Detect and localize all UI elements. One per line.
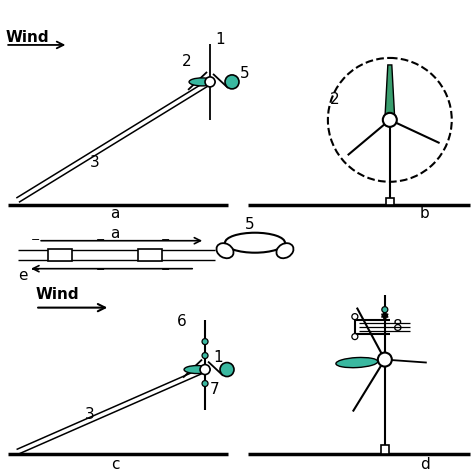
Text: c: c: [111, 457, 119, 472]
Circle shape: [202, 353, 208, 358]
Circle shape: [352, 314, 358, 319]
Text: 6: 6: [177, 314, 187, 329]
Circle shape: [200, 365, 210, 374]
Text: 8: 8: [393, 319, 402, 334]
Text: −: −: [160, 235, 170, 245]
Circle shape: [225, 75, 239, 89]
Text: 1: 1: [213, 350, 223, 365]
Text: 5: 5: [245, 217, 255, 232]
Bar: [138, 249, 162, 261]
Text: −: −: [30, 235, 40, 245]
Ellipse shape: [217, 243, 234, 258]
Bar: [386, 198, 394, 205]
Text: 3: 3: [85, 407, 95, 422]
Bar: [381, 446, 389, 455]
Circle shape: [220, 363, 234, 376]
Circle shape: [382, 307, 388, 313]
Text: e: e: [18, 268, 28, 283]
Circle shape: [205, 77, 215, 87]
Text: Wind: Wind: [35, 287, 79, 302]
Circle shape: [383, 113, 397, 127]
Text: −: −: [95, 264, 105, 274]
Ellipse shape: [336, 357, 378, 368]
Circle shape: [378, 353, 392, 366]
Text: 3: 3: [90, 155, 100, 170]
Text: 2: 2: [330, 92, 339, 108]
Text: 5: 5: [240, 66, 250, 82]
Text: a: a: [110, 206, 120, 221]
Ellipse shape: [225, 233, 285, 253]
Circle shape: [202, 381, 208, 386]
Text: −: −: [30, 264, 40, 274]
Text: −: −: [95, 235, 105, 245]
Circle shape: [202, 338, 208, 345]
Ellipse shape: [189, 78, 215, 86]
Circle shape: [352, 334, 358, 339]
Text: b: b: [420, 206, 429, 221]
Text: 1: 1: [215, 32, 225, 47]
Text: Wind: Wind: [5, 30, 49, 45]
Text: 2: 2: [182, 55, 191, 69]
Bar: [48, 249, 72, 261]
Text: a: a: [110, 226, 120, 241]
Ellipse shape: [184, 365, 210, 374]
Text: −: −: [160, 264, 170, 274]
Polygon shape: [385, 65, 395, 120]
Text: 7: 7: [210, 382, 219, 397]
Ellipse shape: [276, 243, 293, 258]
Text: d: d: [420, 457, 429, 472]
